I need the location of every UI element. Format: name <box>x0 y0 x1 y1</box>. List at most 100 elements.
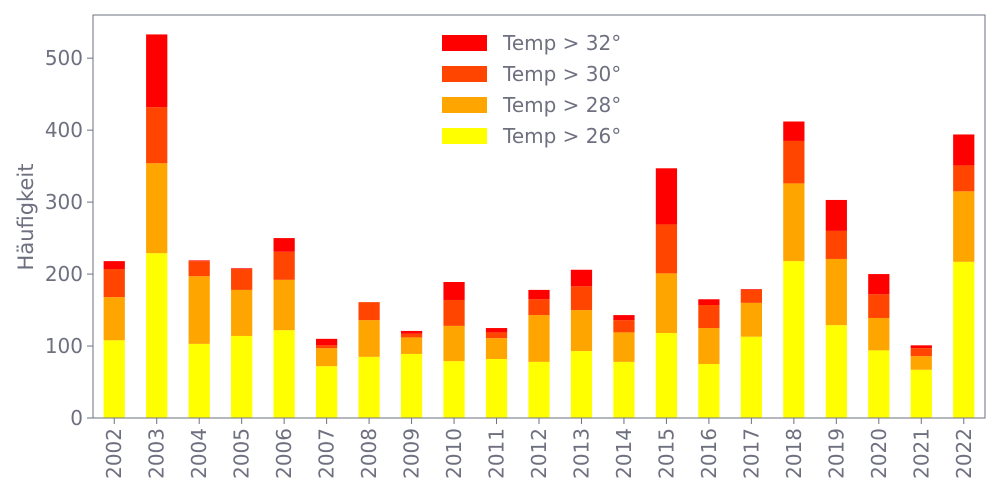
bar-2022-series-3 <box>953 134 975 166</box>
bar-2009-series-2 <box>400 333 423 338</box>
legend-label: Temp > 28° <box>502 93 621 117</box>
bar-2002-series-0 <box>103 340 125 418</box>
bar-2020-series-0 <box>868 350 890 418</box>
bar-2008-series-2 <box>358 302 380 321</box>
y-axis-label: Häufigkeit <box>14 164 38 271</box>
x-tick-label: 2006 <box>272 428 296 479</box>
bar-2005-series-0 <box>231 335 253 418</box>
y-axis: 0 100 200 300 400 500 <box>45 46 93 430</box>
bar-2014-series-1 <box>613 332 635 362</box>
bar-2002-series-3 <box>103 261 125 270</box>
bar-2002-series-2 <box>103 269 125 298</box>
legend-swatch <box>442 128 487 144</box>
bar-2018-series-2 <box>783 140 805 184</box>
y-tick-label: 300 <box>45 190 83 214</box>
bar-2017-series-0 <box>740 336 762 418</box>
bar-2020-series-1 <box>868 317 890 351</box>
bar-2010-series-1 <box>443 325 465 362</box>
bar-2005-series-2 <box>231 269 253 290</box>
bar-2011-series-1 <box>485 338 508 359</box>
bar-2021-series-2 <box>910 348 932 357</box>
bar-2004-series-3 <box>188 260 210 262</box>
bar-2016-series-0 <box>698 364 720 418</box>
bar-2009-series-1 <box>400 337 423 354</box>
x-tick-label: 2007 <box>315 428 339 479</box>
bar-2017-series-2 <box>740 289 762 303</box>
bar-2008-series-0 <box>358 356 380 418</box>
bar-2011-series-2 <box>485 332 508 339</box>
bar-2018-series-1 <box>783 183 805 262</box>
bar-2009-series-3 <box>400 330 423 334</box>
bar-2021-series-0 <box>910 369 932 418</box>
bar-2015-series-3 <box>655 168 678 225</box>
x-tick-label: 2009 <box>400 428 424 479</box>
legend-swatch <box>442 97 487 113</box>
x-tick-label: 2015 <box>654 428 678 479</box>
bar-2013-series-0 <box>570 351 593 418</box>
bar-2015-series-1 <box>655 273 678 334</box>
bar-2008-series-1 <box>358 320 380 357</box>
bar-2019-series-3 <box>825 199 847 231</box>
bar-2003-series-3 <box>146 34 168 108</box>
bar-2016-series-2 <box>698 305 720 329</box>
x-tick-label: 2020 <box>867 428 891 479</box>
bar-2004-series-1 <box>188 276 210 344</box>
bar-2007-series-0 <box>316 366 338 418</box>
x-tick-label: 2012 <box>527 428 551 479</box>
bar-2014-series-2 <box>613 320 635 333</box>
bar-2018-series-3 <box>783 121 805 141</box>
bar-2002-series-1 <box>103 297 125 341</box>
legend: Temp > 32° Temp > 30° Temp > 28° Temp > 26° <box>442 31 621 148</box>
legend-label: Temp > 30° <box>502 62 621 86</box>
bar-2014-series-3 <box>613 315 635 321</box>
bar-2015-series-0 <box>655 333 678 418</box>
bar-2017-series-3 <box>740 289 762 290</box>
bar-2014-series-0 <box>613 361 635 418</box>
bar-2021-series-1 <box>910 356 932 370</box>
y-tick-label: 500 <box>45 46 83 70</box>
legend-swatch <box>442 66 487 82</box>
bar-2010-series-0 <box>443 361 465 418</box>
bar-2019-series-0 <box>825 325 847 418</box>
legend-label: Temp > 32° <box>502 31 621 55</box>
bar-2021-series-3 <box>910 345 932 349</box>
bar-2022-series-2 <box>953 165 975 192</box>
bars-group <box>103 34 975 418</box>
bar-2013-series-3 <box>570 269 593 287</box>
x-tick-label: 2017 <box>739 428 763 479</box>
bar-2015-series-2 <box>655 224 678 274</box>
x-tick-label: 2010 <box>442 428 466 479</box>
x-tick-label: 2016 <box>697 428 721 479</box>
bar-2007-series-2 <box>316 345 338 349</box>
bar-2005-series-1 <box>231 289 253 336</box>
bar-2013-series-2 <box>570 286 593 311</box>
x-tick-label: 2004 <box>187 428 211 479</box>
bar-2022-series-1 <box>953 191 975 262</box>
x-tick-label: 2003 <box>145 428 169 479</box>
bar-2006-series-1 <box>273 279 295 331</box>
bar-2013-series-1 <box>570 310 593 352</box>
bar-2022-series-0 <box>953 261 975 418</box>
bar-2006-series-2 <box>273 251 295 280</box>
bar-2003-series-2 <box>146 107 168 164</box>
bar-2017-series-1 <box>740 302 762 337</box>
bar-2009-series-0 <box>400 353 423 418</box>
bar-2019-series-2 <box>825 230 847 259</box>
bar-2007-series-1 <box>316 348 338 367</box>
x-tick-label: 2021 <box>909 428 933 479</box>
bar-2012-series-3 <box>528 289 550 300</box>
y-tick-label: 0 <box>70 406 83 430</box>
bar-2004-series-2 <box>188 261 210 277</box>
bar-2012-series-0 <box>528 361 550 418</box>
x-tick-label: 2005 <box>230 428 254 479</box>
bar-2019-series-1 <box>825 258 847 326</box>
y-tick-label: 200 <box>45 262 83 286</box>
legend-label: Temp > 26° <box>502 124 621 148</box>
x-tick-label: 2022 <box>952 428 976 479</box>
legend-swatch <box>442 35 487 51</box>
bar-2016-series-1 <box>698 328 720 365</box>
x-tick-label: 2013 <box>569 428 593 479</box>
y-tick-label: 400 <box>45 118 83 142</box>
bar-2011-series-0 <box>485 358 508 418</box>
bar-2011-series-3 <box>485 328 508 333</box>
